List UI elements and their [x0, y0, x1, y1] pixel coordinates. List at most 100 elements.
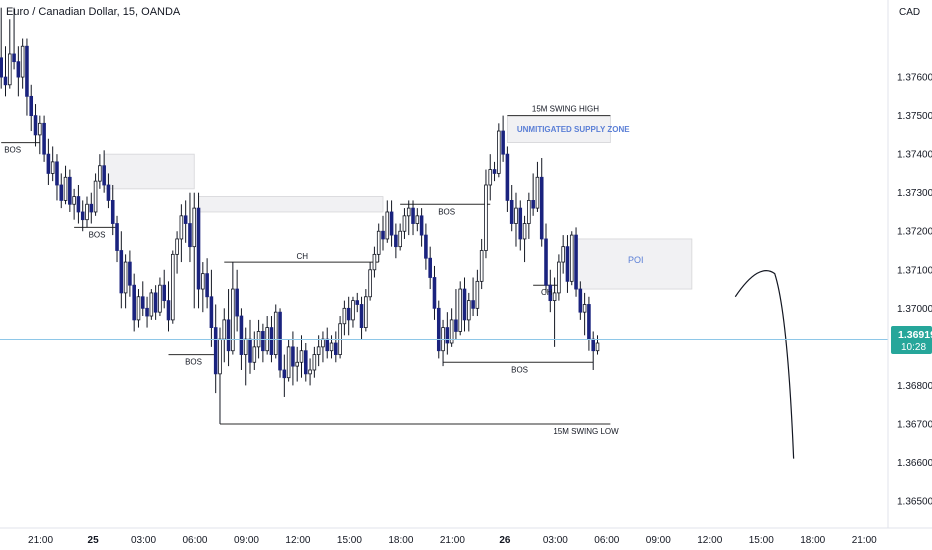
candle[interactable] — [514, 192, 518, 247]
candle[interactable] — [424, 223, 428, 270]
candle[interactable] — [278, 308, 282, 378]
symbol-title[interactable]: Euro / Canadian Dollar, 15, OANDA — [6, 6, 181, 18]
candle[interactable] — [20, 38, 25, 89]
candle[interactable] — [102, 150, 106, 193]
candle[interactable] — [136, 289, 141, 328]
candle[interactable] — [582, 292, 587, 336]
candle[interactable] — [42, 115, 46, 162]
candle[interactable] — [140, 281, 145, 317]
candle[interactable] — [291, 331, 295, 386]
candle[interactable] — [119, 231, 124, 309]
candle[interactable] — [209, 269, 214, 347]
candle[interactable] — [0, 7, 3, 89]
candle[interactable] — [334, 331, 338, 363]
candle[interactable] — [205, 258, 209, 309]
candle[interactable] — [38, 115, 42, 155]
candle[interactable] — [492, 161, 497, 182]
candle[interactable] — [394, 223, 398, 259]
candle[interactable] — [368, 262, 372, 301]
price-axis[interactable]: 1.37600 1.37500 1.37400 1.37300 1.37200 1.371… — [897, 73, 932, 508]
candle[interactable] — [505, 146, 510, 212]
candle[interactable] — [68, 169, 72, 212]
candle[interactable] — [303, 343, 308, 382]
candle[interactable] — [574, 227, 578, 297]
candle[interactable] — [171, 250, 175, 324]
candle[interactable] — [252, 331, 257, 370]
candle[interactable] — [436, 300, 441, 359]
candle[interactable] — [282, 354, 287, 397]
candle[interactable] — [188, 192, 192, 263]
candle[interactable] — [106, 173, 111, 209]
candle[interactable] — [158, 277, 162, 317]
candle[interactable] — [445, 312, 450, 355]
candle[interactable] — [312, 346, 317, 378]
candle[interactable] — [179, 204, 184, 263]
candle[interactable] — [569, 231, 574, 286]
candle[interactable] — [428, 246, 432, 290]
candle[interactable] — [175, 231, 179, 274]
candle[interactable] — [153, 285, 158, 320]
candle[interactable] — [372, 246, 377, 278]
candle[interactable] — [308, 358, 312, 386]
candle[interactable] — [398, 223, 402, 251]
candle[interactable] — [183, 200, 188, 243]
candle[interactable] — [509, 184, 514, 232]
candle[interactable] — [595, 335, 600, 355]
candle[interactable] — [488, 154, 493, 201]
candle[interactable] — [123, 254, 128, 309]
candle[interactable] — [389, 200, 394, 247]
candle[interactable] — [565, 235, 570, 293]
candle[interactable] — [50, 146, 55, 182]
candle[interactable] — [561, 235, 565, 274]
candle[interactable] — [85, 196, 89, 228]
candle[interactable] — [201, 262, 205, 313]
candle[interactable] — [479, 238, 484, 290]
candle[interactable] — [462, 277, 467, 332]
candle[interactable] — [192, 192, 197, 309]
candle[interactable] — [411, 200, 415, 236]
candle[interactable] — [299, 335, 304, 378]
candle[interactable] — [80, 200, 85, 232]
candle[interactable] — [471, 277, 475, 317]
candle[interactable] — [235, 269, 239, 332]
candle[interactable] — [132, 273, 136, 332]
candle[interactable] — [522, 215, 527, 263]
candle[interactable] — [475, 269, 480, 317]
candle[interactable] — [226, 289, 231, 367]
candle[interactable] — [149, 289, 154, 320]
candle[interactable] — [535, 161, 540, 212]
candle[interactable] — [544, 223, 548, 293]
candle[interactable] — [98, 154, 102, 189]
candle[interactable] — [376, 223, 381, 263]
candle[interactable] — [76, 184, 81, 224]
candle[interactable] — [162, 269, 167, 309]
candle[interactable] — [355, 292, 360, 313]
candle[interactable] — [548, 269, 553, 313]
candle[interactable] — [531, 173, 535, 216]
candle[interactable] — [518, 200, 523, 251]
candle[interactable] — [261, 323, 265, 363]
candle[interactable] — [359, 296, 364, 340]
candle[interactable] — [419, 208, 424, 247]
candle[interactable] — [497, 123, 501, 178]
candle[interactable] — [286, 339, 291, 382]
candle[interactable] — [89, 192, 94, 224]
time-axis[interactable]: 21:00 25 03:00 06:00 09:00 12:00 15:00 18:00 21:… — [28, 535, 877, 546]
candles-layer[interactable] — [0, 7, 600, 424]
candle[interactable] — [449, 308, 454, 347]
candle[interactable] — [415, 208, 420, 232]
candle[interactable] — [59, 173, 64, 209]
candle[interactable] — [7, 19, 12, 89]
candle[interactable] — [128, 250, 132, 297]
candle[interactable] — [501, 115, 505, 162]
candle[interactable] — [432, 265, 437, 320]
candle[interactable] — [342, 300, 347, 336]
candle[interactable] — [295, 346, 299, 382]
candle[interactable] — [578, 281, 583, 320]
candle[interactable] — [316, 335, 321, 367]
candle[interactable] — [16, 46, 21, 97]
candle[interactable] — [527, 192, 531, 239]
candle[interactable] — [557, 254, 561, 301]
